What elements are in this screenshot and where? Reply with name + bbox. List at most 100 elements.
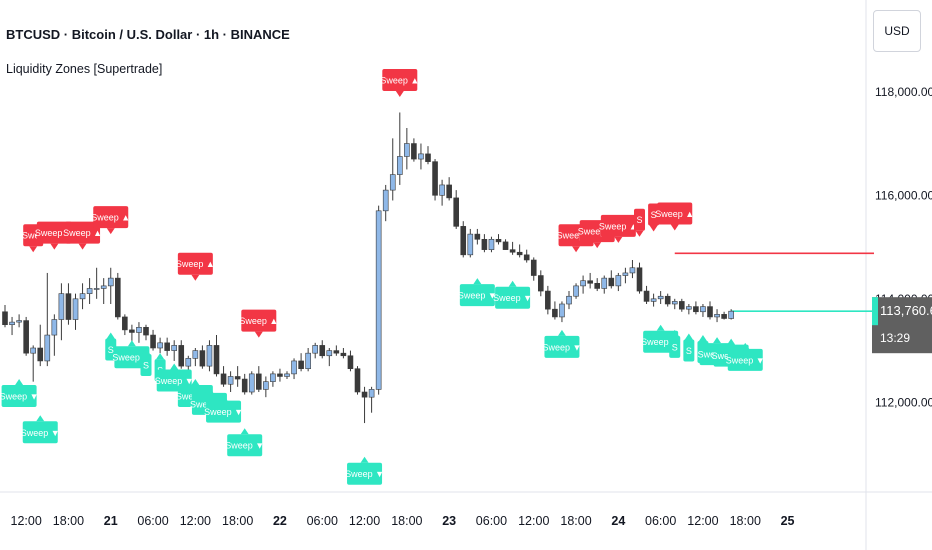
candle[interactable]: [270, 371, 276, 387]
candle[interactable]: [65, 283, 72, 325]
candle[interactable]: [2, 305, 8, 328]
candle[interactable]: [58, 283, 65, 341]
currency-button[interactable]: USD: [873, 10, 921, 52]
candle[interactable]: [643, 285, 650, 304]
sweep-low-label[interactable]: Sweep ▼: [0, 379, 39, 408]
candle[interactable]: [150, 329, 156, 351]
candle[interactable]: [396, 112, 403, 185]
candle[interactable]: [143, 324, 149, 341]
sweep-high-label[interactable]: S: [634, 208, 645, 237]
candle[interactable]: [248, 371, 255, 395]
candle[interactable]: [333, 345, 340, 356]
candle[interactable]: [453, 190, 460, 229]
candle[interactable]: [326, 348, 333, 367]
sweep-low-label[interactable]: Sweep ▼: [726, 342, 765, 371]
candle[interactable]: [241, 373, 248, 395]
candle[interactable]: [361, 386, 368, 424]
candle[interactable]: [566, 291, 572, 310]
candle[interactable]: [263, 376, 269, 398]
candle[interactable]: [467, 228, 474, 258]
candle[interactable]: [79, 283, 86, 310]
candle[interactable]: [537, 270, 544, 297]
candle[interactable]: [164, 337, 170, 356]
candle[interactable]: [37, 324, 44, 367]
sweep-high-label[interactable]: Sweep ▲: [380, 68, 419, 97]
candle[interactable]: [671, 298, 678, 310]
candle[interactable]: [298, 353, 304, 372]
candle[interactable]: [545, 285, 551, 315]
candle[interactable]: [354, 366, 361, 395]
candle[interactable]: [693, 301, 699, 315]
sweep-low-label[interactable]: Sweep ▼: [225, 428, 264, 457]
candle[interactable]: [488, 236, 495, 253]
candle[interactable]: [425, 146, 431, 165]
candle[interactable]: [686, 304, 692, 315]
sweep-low-label[interactable]: S: [140, 348, 152, 376]
candle[interactable]: [516, 244, 523, 258]
sweep-low-label[interactable]: Sweep ▼: [493, 280, 532, 309]
candle[interactable]: [559, 301, 565, 323]
sweep-high-label[interactable]: Sweep ▲: [655, 202, 694, 231]
sweep-high-label[interactable]: Sweep ▲: [35, 221, 74, 250]
candle[interactable]: [192, 348, 199, 367]
candle[interactable]: [728, 309, 734, 320]
candle[interactable]: [700, 304, 706, 317]
candle[interactable]: [446, 177, 452, 201]
candle[interactable]: [573, 283, 579, 299]
sweep-low-label[interactable]: Sweep ▼: [204, 394, 243, 423]
candle[interactable]: [23, 316, 29, 356]
candle[interactable]: [340, 348, 347, 359]
candle[interactable]: [93, 267, 100, 299]
candle[interactable]: [615, 272, 622, 292]
candle[interactable]: [580, 275, 586, 294]
candle[interactable]: [622, 267, 629, 284]
candle[interactable]: [481, 234, 488, 253]
candle[interactable]: [389, 138, 396, 201]
candle[interactable]: [277, 368, 283, 382]
candle[interactable]: [657, 291, 664, 304]
candle[interactable]: [509, 241, 516, 255]
candle[interactable]: [714, 309, 720, 323]
candle[interactable]: [319, 340, 326, 359]
candle[interactable]: [30, 345, 37, 382]
candle[interactable]: [206, 340, 213, 372]
candle[interactable]: [404, 128, 410, 170]
candle[interactable]: [439, 179, 445, 206]
sweep-low-label[interactable]: S: [105, 332, 117, 361]
sweep-low-label[interactable]: Sweep ▼: [458, 278, 497, 307]
candle[interactable]: [227, 371, 234, 392]
candle[interactable]: [255, 366, 262, 392]
candle[interactable]: [523, 249, 530, 263]
sweep-high-label[interactable]: Sweep ▲: [239, 309, 278, 338]
sweep-low-label[interactable]: Sweep ▼: [21, 415, 60, 444]
candle[interactable]: [9, 316, 15, 336]
candle[interactable]: [530, 257, 537, 281]
candle[interactable]: [199, 345, 206, 369]
candle[interactable]: [305, 348, 311, 372]
candle[interactable]: [44, 272, 51, 367]
candle[interactable]: [601, 275, 608, 294]
candle[interactable]: [636, 262, 643, 294]
candle[interactable]: [16, 314, 22, 328]
sweep-low-label[interactable]: S: [669, 329, 681, 358]
candle[interactable]: [178, 340, 185, 369]
candle[interactable]: [157, 337, 163, 354]
candle[interactable]: [664, 293, 671, 307]
candle[interactable]: [650, 293, 657, 307]
candle[interactable]: [213, 335, 220, 377]
sweep-low-label[interactable]: S: [683, 333, 695, 362]
sweep-high-label[interactable]: Sweep ▲: [599, 214, 638, 243]
candle[interactable]: [72, 293, 79, 330]
candle[interactable]: [721, 311, 727, 320]
candle[interactable]: [629, 260, 636, 279]
sweep-low-label[interactable]: Sweep ▼: [542, 329, 581, 358]
candle[interactable]: [375, 205, 382, 395]
candle[interactable]: [107, 267, 114, 304]
candle[interactable]: [460, 221, 467, 258]
candle[interactable]: [220, 366, 227, 387]
candle[interactable]: [100, 278, 107, 304]
sweep-high-label[interactable]: Sweep ▲: [176, 252, 215, 281]
candle[interactable]: [86, 278, 93, 304]
sweep-high-label[interactable]: Sweep ▲: [63, 221, 102, 250]
candle[interactable]: [432, 159, 438, 201]
